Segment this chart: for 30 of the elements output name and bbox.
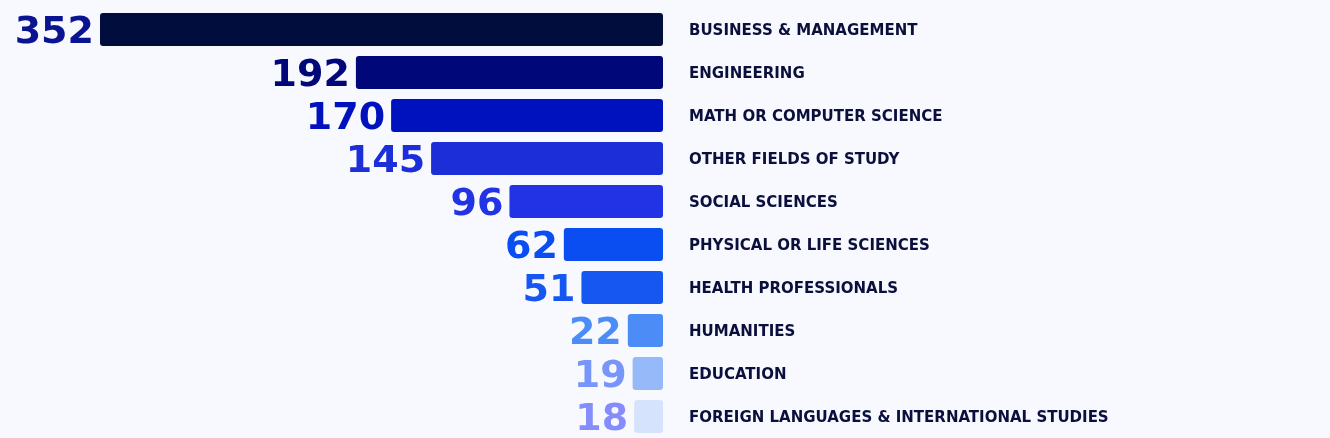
y-tick-label: PHYSICAL OR LIFE SCIENCES	[689, 235, 930, 254]
bar	[632, 357, 663, 390]
bar	[634, 400, 663, 433]
data-label: 192	[270, 50, 350, 95]
data-label: 352	[14, 7, 94, 52]
bar	[431, 142, 663, 175]
y-tick-label: FOREIGN LANGUAGES & INTERNATIONAL STUDIES	[689, 407, 1109, 426]
data-label: 22	[568, 308, 622, 353]
data-label: 51	[522, 265, 576, 310]
y-tick-label: BUSINESS & MANAGEMENT	[689, 20, 919, 39]
data-label: 62	[504, 222, 558, 267]
bar	[355, 56, 663, 89]
data-label: 18	[575, 394, 629, 438]
bar	[627, 314, 663, 347]
data-label: 170	[305, 93, 386, 138]
y-tick-label: HEALTH PROFESSIONALS	[689, 278, 899, 297]
y-tick-label: SOCIAL SCIENCES	[689, 192, 838, 211]
bar	[509, 185, 663, 218]
data-label: 96	[450, 179, 504, 224]
bar	[563, 228, 663, 261]
bar	[100, 13, 663, 46]
y-tick-label: MATH OR COMPUTER SCIENCE	[689, 106, 943, 125]
y-tick-label: HUMANITIES	[689, 321, 796, 340]
y-tick-label: ENGINEERING	[689, 63, 805, 82]
bar	[581, 271, 663, 304]
y-tick-label: EDUCATION	[689, 364, 787, 383]
data-label: 19	[573, 351, 627, 396]
y-tick-label: OTHER FIELDS OF STUDY	[689, 149, 901, 168]
bar	[391, 99, 663, 132]
data-label: 145	[345, 136, 426, 181]
